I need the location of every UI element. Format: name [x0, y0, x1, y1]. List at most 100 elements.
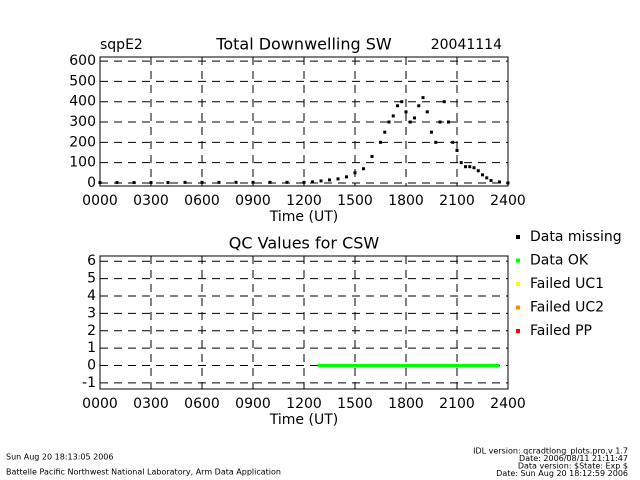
x-tick-label: 0900 — [235, 396, 271, 412]
legend-label: Data OK — [530, 253, 589, 269]
x-tick-label: 1200 — [286, 396, 322, 412]
data-point — [383, 130, 387, 134]
data-point — [506, 181, 510, 185]
y-tick-label: -1 — [82, 375, 96, 391]
data-point — [362, 167, 365, 171]
y-tick-label: 600 — [69, 53, 96, 69]
data-point — [472, 166, 476, 170]
chart-title: Total Downwelling SW — [215, 35, 392, 54]
data-point — [370, 155, 374, 159]
data-point — [430, 130, 433, 134]
footer-right: Date: Sun Aug 20 18:12:59 2006 — [496, 469, 628, 478]
data-point — [132, 181, 136, 185]
legend-marker — [516, 235, 520, 239]
legend-marker — [516, 282, 520, 286]
x-tick-label: 0600 — [184, 193, 220, 209]
legend-label: Failed PP — [530, 323, 592, 339]
data-point — [417, 104, 421, 108]
data-point — [447, 120, 450, 124]
x-tick-label: 1200 — [286, 193, 322, 209]
x-tick-label: 2100 — [439, 396, 475, 412]
data-point — [302, 180, 306, 184]
y-tick-label: 400 — [69, 94, 96, 110]
data-point — [498, 180, 501, 184]
data-point — [438, 120, 442, 124]
data-point — [442, 100, 446, 104]
y-tick-label: 0 — [87, 175, 96, 191]
data-point — [421, 96, 425, 100]
y-tick-label: 5 — [87, 271, 96, 287]
x-tick-label: 0300 — [133, 193, 169, 209]
data-point — [200, 180, 204, 184]
data-point — [396, 104, 399, 108]
data-point — [459, 161, 463, 165]
legend-label: Failed UC1 — [530, 276, 604, 292]
x-tick-label: 0000 — [82, 396, 118, 412]
data-point — [481, 173, 484, 177]
plot-frame — [99, 56, 509, 187]
x-tick-label: 1800 — [388, 193, 424, 209]
data-point — [328, 178, 331, 182]
data-point — [404, 110, 408, 114]
plot-frame — [99, 255, 509, 390]
data-point — [115, 181, 119, 185]
data-point — [311, 180, 314, 184]
footer-right: Date: 2006/08/11 21:11:47 — [519, 454, 628, 463]
data-point — [336, 177, 340, 181]
y-tick-label: 3 — [87, 305, 96, 321]
x-tick-label: 0600 — [184, 396, 220, 412]
x-tick-label: 0000 — [82, 193, 118, 209]
data-point — [345, 175, 348, 179]
data-point — [455, 148, 459, 152]
data-point — [251, 180, 255, 184]
x-tick-label: 0300 — [133, 396, 169, 412]
data-point — [98, 181, 102, 185]
y-tick-label: 1 — [87, 340, 96, 356]
y-tick-label: 500 — [69, 73, 96, 89]
data-point — [476, 169, 480, 173]
chart-title: QC Values for CSW — [229, 234, 380, 253]
legend-marker — [516, 305, 520, 310]
data-point — [217, 180, 221, 184]
data-point — [489, 179, 493, 183]
y-tick-label: 2 — [87, 323, 96, 339]
legend-label: Data missing — [530, 229, 622, 245]
data-point — [464, 165, 467, 169]
data-point — [434, 140, 438, 144]
x-tick-label: 2400 — [490, 396, 526, 412]
x-tick-label: 0900 — [235, 193, 271, 209]
data-point — [425, 110, 429, 114]
y-tick-label: 4 — [87, 288, 96, 304]
data-point — [400, 100, 404, 104]
x-tick-label: 2400 — [490, 193, 526, 209]
data-point — [379, 140, 382, 144]
y-tick-label: 0 — [87, 358, 96, 374]
data-point — [413, 116, 416, 120]
x-tick-label: 1500 — [337, 193, 373, 209]
x-tick-label: 1500 — [337, 396, 373, 412]
data-point — [183, 180, 187, 184]
data-point — [268, 180, 272, 184]
legend-marker — [516, 329, 520, 333]
x-axis-label: Time (UT) — [269, 209, 338, 225]
legend-label: Failed UC2 — [530, 300, 604, 316]
data-point — [149, 181, 153, 185]
data-point — [485, 176, 489, 180]
data-point — [353, 171, 357, 175]
y-tick-label: 100 — [69, 155, 96, 171]
data-point — [285, 180, 289, 184]
y-tick-label: 200 — [69, 134, 96, 150]
x-tick-label: 2100 — [439, 193, 475, 209]
data-point — [391, 114, 395, 118]
data-point — [234, 180, 238, 184]
footer-right: Data version: $State: Exp $ — [518, 462, 628, 471]
site-label: sqpE2 — [100, 37, 143, 53]
footer-left: Battelle Pacific Northwest National Labo… — [6, 468, 281, 477]
y-tick-label: 6 — [87, 253, 96, 269]
footer-left: Sun Aug 20 18:13:05 2006 — [6, 453, 113, 462]
y-tick-label: 300 — [69, 114, 96, 130]
legend-marker — [516, 258, 520, 263]
data-point — [408, 120, 412, 124]
